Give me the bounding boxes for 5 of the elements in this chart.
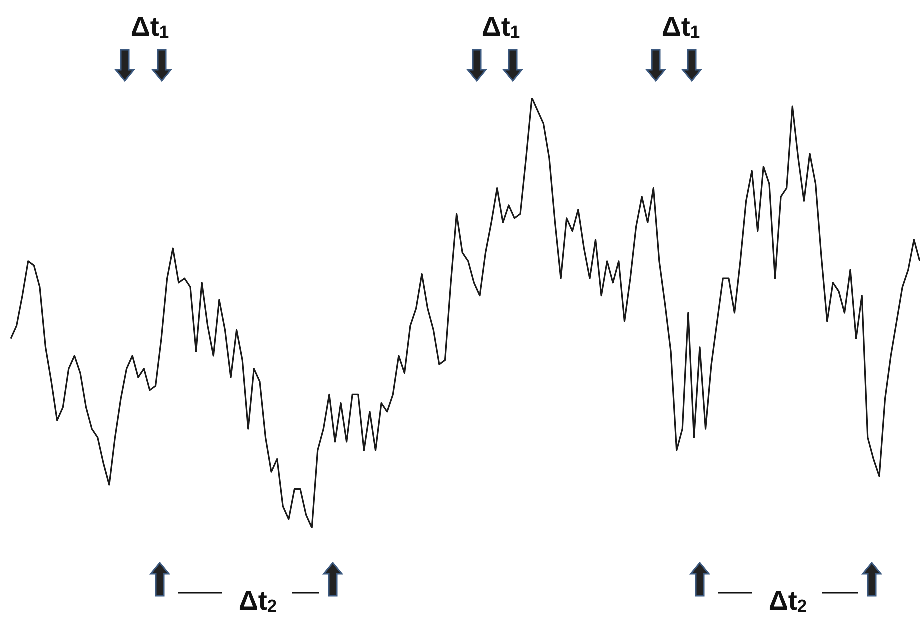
text: Δt$_{2}$ (768, 586, 808, 616)
text: Δt$_{1}$ (482, 12, 520, 42)
text: Δt$_{1}$ (662, 12, 700, 42)
text: Δt$_{1}$ (130, 12, 170, 42)
text: Δt$_{2}$ (238, 586, 278, 616)
